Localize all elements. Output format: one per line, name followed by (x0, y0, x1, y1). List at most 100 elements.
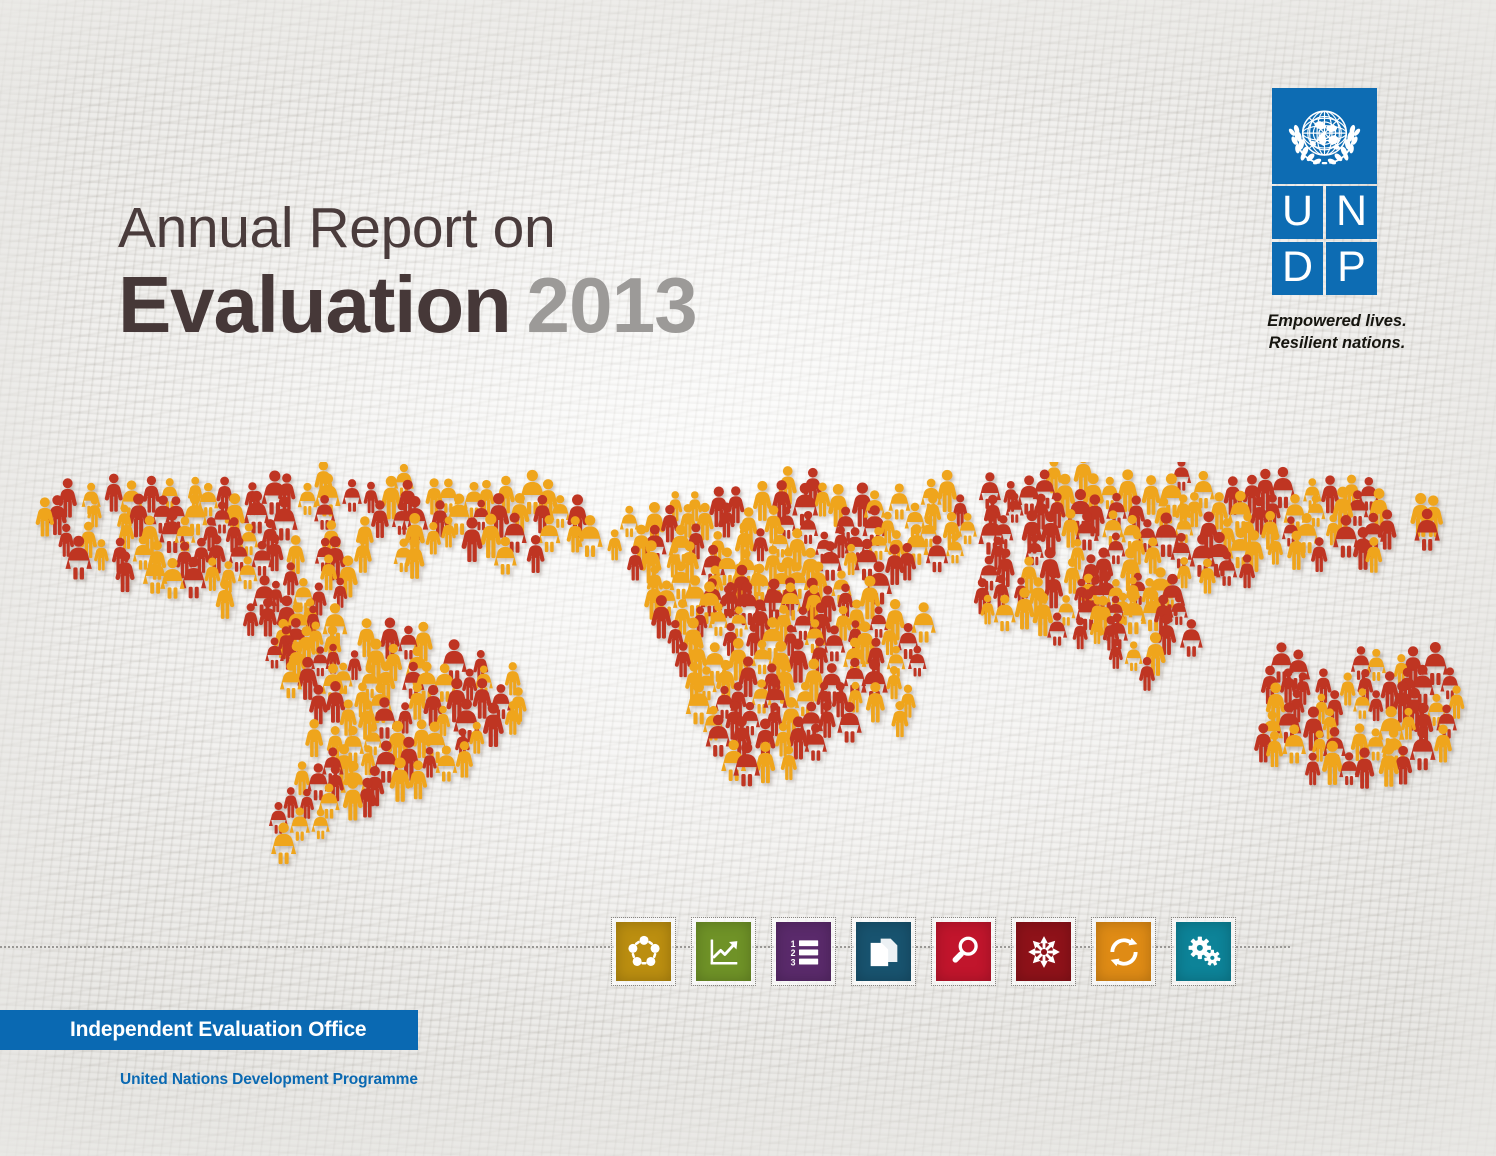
map-person-figure (1140, 589, 1166, 632)
map-person-figure (404, 537, 425, 579)
map-person-figure (1280, 668, 1297, 703)
map-person-figure (526, 535, 545, 573)
svg-text:1: 1 (790, 939, 795, 949)
map-person-figure (1044, 568, 1064, 609)
map-person-figure (1322, 740, 1343, 786)
map-person-figure (289, 807, 310, 841)
map-person-figure (339, 699, 357, 736)
map-person-figure (1216, 550, 1238, 586)
map-person-figure (408, 682, 426, 720)
map-person-figure (311, 646, 330, 677)
map-person-figure (1401, 707, 1416, 740)
icon-tile-gears[interactable] (1171, 917, 1236, 986)
map-person-figure (58, 478, 77, 518)
map-person-figure (380, 617, 400, 660)
map-person-figure (283, 562, 299, 596)
map-person-figure (1380, 671, 1399, 710)
map-person-figure (753, 480, 772, 521)
map-person-figure (778, 582, 802, 621)
map-person-figure (674, 599, 691, 635)
map-person-figure (65, 535, 92, 580)
independent-evaluation-office-bar: Independent Evaluation Office (0, 1010, 418, 1050)
map-person-figure (1333, 515, 1359, 558)
map-person-figure (945, 533, 964, 564)
map-person-figure (952, 494, 968, 527)
map-person-figure (804, 723, 827, 761)
map-person-figure (1064, 557, 1081, 594)
map-person-figure (271, 496, 298, 541)
map-person-figure (679, 503, 696, 539)
map-person-figure (818, 701, 836, 738)
map-person-figure (358, 777, 377, 818)
map-person-figure (480, 513, 502, 559)
map-person-figure (1365, 536, 1383, 573)
map-person-figure (204, 557, 221, 591)
map-person-figure (715, 547, 739, 586)
map-person-figure (919, 516, 938, 548)
map-person-figure (35, 497, 54, 537)
undp-letter-p: P (1326, 242, 1377, 295)
map-person-figure (504, 700, 521, 735)
map-person-figure (911, 602, 936, 643)
map-person-figure (727, 486, 745, 524)
icon-tile-magnifier[interactable] (931, 917, 996, 986)
multi-arrow-icon (1016, 922, 1071, 981)
map-person-figure (1365, 728, 1386, 761)
map-person-figure (550, 495, 571, 528)
gears-icon (1176, 922, 1231, 981)
map-person-figure (1171, 462, 1192, 491)
map-person-figure (885, 544, 905, 586)
map-person-figure (398, 625, 419, 660)
map-person-figure (674, 642, 692, 678)
map-person-figure (118, 516, 135, 550)
map-person-figure (1254, 723, 1273, 763)
map-person-figure (87, 496, 102, 528)
map-person-figure (859, 575, 881, 620)
map-person-figure (747, 563, 772, 603)
map-person-figure (1199, 558, 1216, 594)
undp-logo: U N D P (1272, 88, 1377, 295)
map-person-figure (455, 741, 473, 778)
map-person-figure (751, 679, 772, 714)
map-person-figure (685, 681, 712, 725)
map-person-figure (714, 685, 735, 719)
map-person-figure (1141, 475, 1161, 515)
map-person-figure (755, 741, 776, 784)
map-person-figure (104, 473, 123, 512)
map-person-figure (798, 510, 819, 544)
map-person-figure (752, 528, 769, 562)
map-person-figure (1061, 509, 1080, 548)
map-person-figure (1089, 613, 1105, 644)
tagline-line-2: Resilient nations. (1268, 334, 1406, 352)
map-person-figure (1270, 466, 1296, 509)
map-person-figure (787, 638, 809, 683)
map-person-figure (728, 638, 749, 681)
map-person-figure (463, 481, 485, 518)
icon-tile-documents[interactable] (851, 917, 916, 986)
map-person-figure (848, 681, 863, 713)
icon-tile-refresh-cycle[interactable] (1091, 917, 1156, 986)
icon-tile-multi-arrow[interactable] (1011, 917, 1076, 986)
map-person-figure (297, 656, 318, 700)
un-emblem-icon (1272, 88, 1377, 184)
map-person-figure (159, 509, 186, 554)
map-person-figure (318, 783, 340, 819)
map-person-figure (504, 662, 521, 696)
title-word-evaluation: Evaluation (118, 260, 512, 349)
map-person-figure (1305, 752, 1321, 786)
map-person-figure (414, 621, 433, 662)
map-person-figure (651, 595, 672, 639)
icon-tile-network-cycle[interactable] (611, 917, 676, 986)
map-person-figure (239, 523, 259, 556)
map-person-figure (342, 479, 362, 512)
title-line-evaluation-year: Evaluation 2013 (118, 261, 878, 372)
map-person-figure (1354, 747, 1375, 789)
map-person-figure (566, 516, 584, 553)
map-person-figure (1239, 554, 1256, 589)
map-person-figure (1075, 589, 1101, 631)
map-person-figure (788, 716, 809, 760)
icon-tile-growth-chart[interactable] (691, 917, 756, 986)
